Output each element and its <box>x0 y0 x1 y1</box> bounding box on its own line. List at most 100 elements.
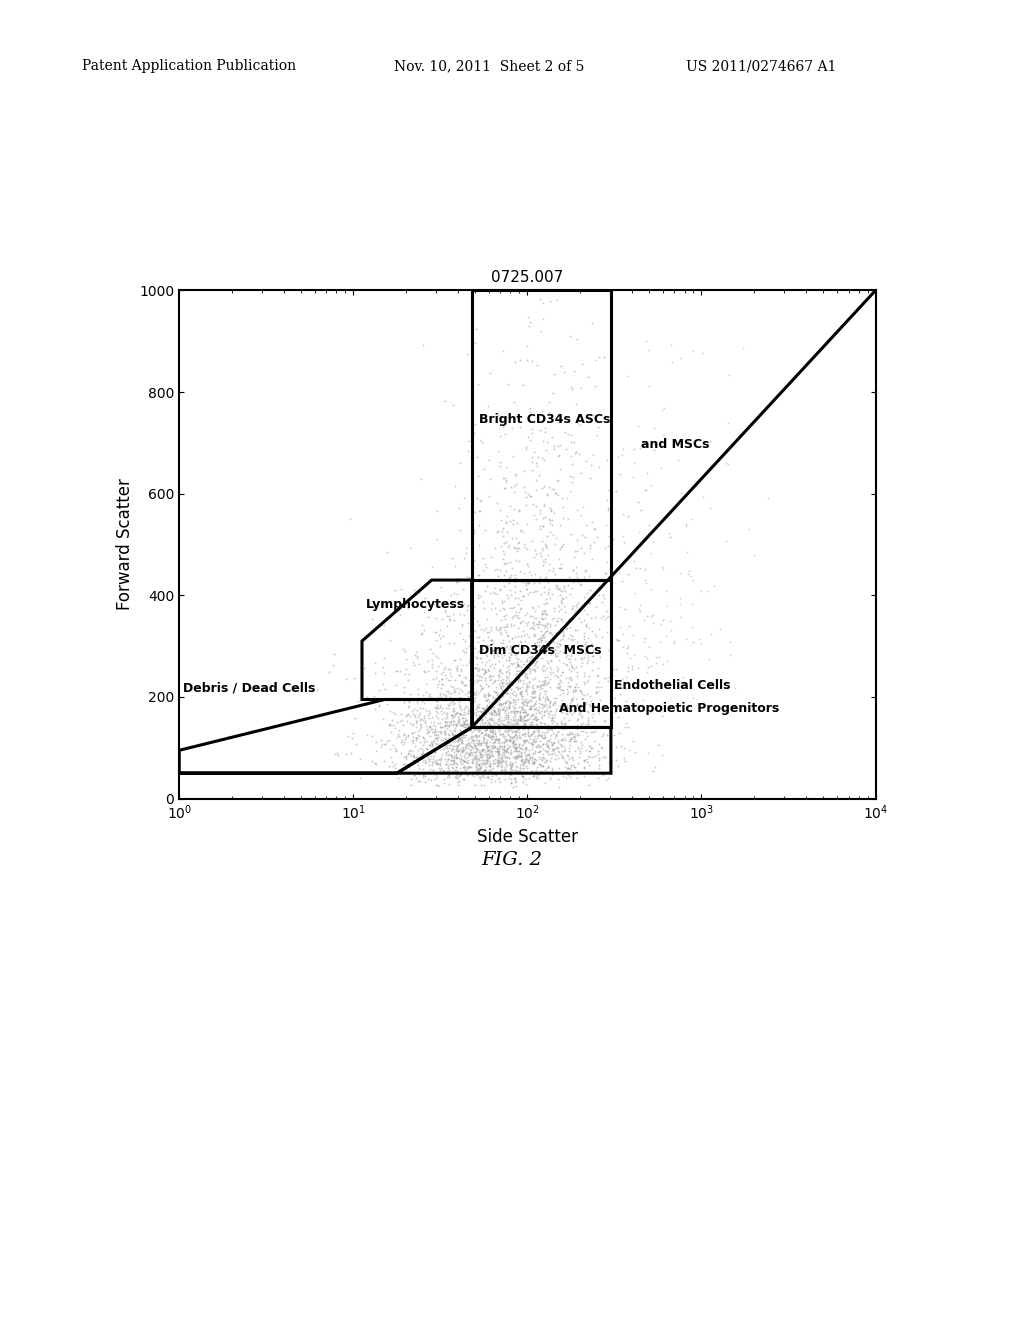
Point <box>498 649 514 671</box>
Point <box>401 741 418 762</box>
Point <box>416 763 432 784</box>
Point <box>478 690 495 711</box>
Point <box>458 714 474 735</box>
Point <box>503 652 519 673</box>
Point <box>428 696 444 717</box>
Point <box>475 677 492 698</box>
Point <box>497 609 513 630</box>
Point <box>499 585 515 606</box>
Point <box>437 711 454 733</box>
Point <box>510 678 526 700</box>
Point <box>607 750 624 771</box>
Point <box>541 635 557 656</box>
Point <box>523 486 540 507</box>
Point <box>413 717 429 738</box>
Point <box>523 635 540 656</box>
Point <box>501 747 517 768</box>
Point <box>525 660 542 681</box>
Point <box>464 764 480 785</box>
Point <box>580 627 596 648</box>
Point <box>467 725 483 746</box>
Point <box>568 632 585 653</box>
Point <box>442 686 459 708</box>
Point <box>459 713 475 734</box>
Point <box>402 705 419 726</box>
Point <box>514 739 530 760</box>
Point <box>475 733 492 754</box>
Point <box>569 694 586 715</box>
Point <box>513 611 529 632</box>
Point <box>413 702 429 723</box>
Point <box>390 599 407 620</box>
Point <box>499 672 515 693</box>
Text: Debris / Dead Cells: Debris / Dead Cells <box>182 682 315 694</box>
Point <box>573 684 590 705</box>
Point <box>419 738 435 759</box>
Point <box>508 660 524 681</box>
Point <box>599 671 615 692</box>
Point <box>481 713 498 734</box>
Point <box>451 730 467 751</box>
Point <box>546 363 562 384</box>
Point <box>520 690 537 711</box>
Point <box>509 660 525 681</box>
Point <box>577 750 593 771</box>
Point <box>516 729 532 750</box>
Point <box>512 682 528 704</box>
Point <box>413 744 429 766</box>
Point <box>541 623 557 644</box>
Point <box>625 466 641 487</box>
Point <box>475 750 492 771</box>
Point <box>508 656 524 677</box>
Point <box>701 648 718 669</box>
Point <box>506 642 522 663</box>
Point <box>614 445 631 466</box>
Point <box>515 694 531 715</box>
Point <box>513 743 529 764</box>
Point <box>439 735 456 756</box>
Point <box>462 735 478 756</box>
Point <box>518 651 535 672</box>
Point <box>516 723 532 744</box>
Point <box>557 421 573 442</box>
Point <box>518 676 535 697</box>
Point <box>492 702 508 723</box>
Point <box>546 479 562 500</box>
Point <box>536 655 552 676</box>
Point <box>582 741 598 762</box>
Point <box>446 700 463 721</box>
Point <box>455 710 471 731</box>
Point <box>569 540 586 561</box>
Point <box>559 627 575 648</box>
Point <box>501 671 517 692</box>
Point <box>550 548 566 569</box>
Point <box>515 714 531 735</box>
Point <box>490 673 507 694</box>
Point <box>529 764 546 785</box>
Point <box>420 746 436 767</box>
Point <box>534 624 550 645</box>
Point <box>432 758 449 779</box>
Point <box>471 647 487 668</box>
Point <box>490 645 507 667</box>
Point <box>420 721 436 742</box>
Point <box>581 366 597 387</box>
Point <box>532 543 549 564</box>
Point <box>420 721 436 742</box>
Point <box>550 721 566 742</box>
Point <box>423 719 439 741</box>
Point <box>480 667 497 688</box>
Point <box>534 705 550 726</box>
Point <box>472 648 488 669</box>
Point <box>512 710 528 731</box>
Point <box>461 735 477 756</box>
Point <box>480 714 497 735</box>
Point <box>392 660 409 681</box>
Point <box>690 628 707 649</box>
Point <box>517 663 534 684</box>
Point <box>484 764 501 785</box>
Point <box>412 581 428 602</box>
Point <box>445 714 462 735</box>
Point <box>343 727 359 748</box>
Point <box>510 709 526 730</box>
